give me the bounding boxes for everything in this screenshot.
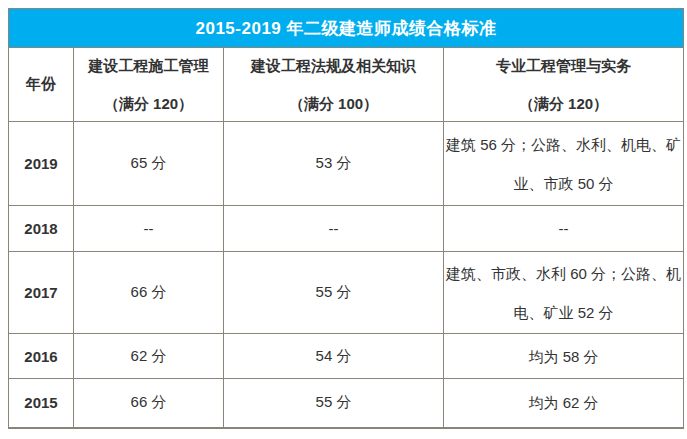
header-line2: （满分 100） [226,94,441,114]
year-cell: 2016 [9,334,74,379]
management-score-cell: -- [74,206,224,252]
table-title-row: 2015-2019 年二级建造师成绩合格标准 [9,9,684,48]
header-laws-knowledge: 建设工程法规及相关知识 （满分 100） [224,48,444,122]
score-standards-table: 2015-2019 年二级建造师成绩合格标准 年份 建设工程施工管理 （满分 1… [8,8,684,429]
table-header-row: 年份 建设工程施工管理 （满分 120） 建设工程法规及相关知识 （满分 100… [9,48,684,122]
header-year: 年份 [9,48,74,122]
page: 2015-2019 年二级建造师成绩合格标准 年份 建设工程施工管理 （满分 1… [0,0,687,439]
law-score-cell: 54 分 [224,334,444,379]
header-line1: 建设工程施工管理 [76,56,221,76]
management-score-cell: 66 分 [74,379,224,428]
management-score-cell: 65 分 [74,122,224,206]
table-row-2015: 2015 66 分 55 分 均为 62 分 [9,379,684,428]
law-score-cell: 53 分 [224,122,444,206]
header-professional-practice: 专业工程管理与实务 （满分 120） [444,48,684,122]
table-row-2018: 2018 -- -- -- [9,206,684,252]
header-line1: 专业工程管理与实务 [446,56,681,76]
header-construction-management: 建设工程施工管理 （满分 120） [74,48,224,122]
law-score-cell: 55 分 [224,379,444,428]
table-row-2017: 2017 66 分 55 分 建筑、市政、水利 60 分；公路、机电、矿业 52… [9,252,684,334]
practice-score-cell: 均为 62 分 [444,379,684,428]
practice-score-cell: 建筑、市政、水利 60 分；公路、机电、矿业 52 分 [444,252,684,334]
year-cell: 2018 [9,206,74,252]
practice-score-cell: 均为 58 分 [444,334,684,379]
practice-score-cell: -- [444,206,684,252]
header-line2: （满分 120） [76,94,221,114]
management-score-cell: 66 分 [74,252,224,334]
law-score-cell: 55 分 [224,252,444,334]
law-score-cell: -- [224,206,444,252]
year-cell: 2015 [9,379,74,428]
table-row-2019: 2019 65 分 53 分 建筑 56 分；公路、水利、机电、矿业、市政 50… [9,122,684,206]
year-cell: 2019 [9,122,74,206]
header-line2: （满分 120） [446,94,681,114]
year-cell: 2017 [9,252,74,334]
table-title: 2015-2019 年二级建造师成绩合格标准 [9,9,684,48]
table-row-2016: 2016 62 分 54 分 均为 58 分 [9,334,684,379]
header-line1: 建设工程法规及相关知识 [226,56,441,76]
management-score-cell: 62 分 [74,334,224,379]
practice-score-cell: 建筑 56 分；公路、水利、机电、矿业、市政 50 分 [444,122,684,206]
